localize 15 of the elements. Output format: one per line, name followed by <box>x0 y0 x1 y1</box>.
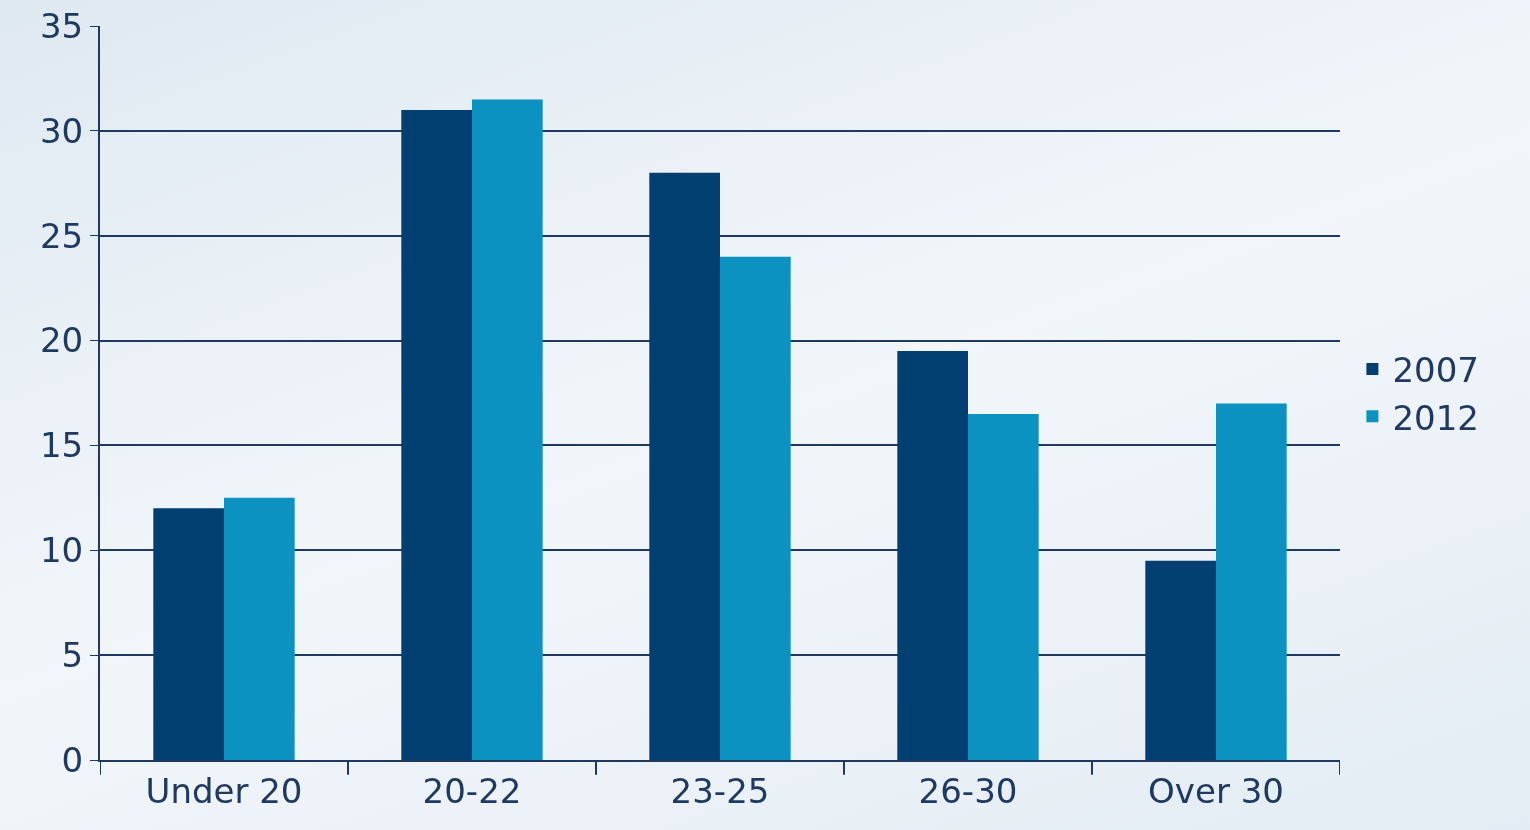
x-tick-label: Under 20 <box>145 770 303 811</box>
x-tick-label: 26-30 <box>918 770 1018 811</box>
x-tick-label: 23-25 <box>670 770 770 811</box>
y-tick-label: 5 <box>61 635 84 676</box>
legend-label: 2007 <box>1392 350 1479 391</box>
y-tick-label: 35 <box>39 5 84 46</box>
y-tick-label: 30 <box>39 110 84 151</box>
y-tick-label: 10 <box>39 530 84 571</box>
y-tick-label: 25 <box>39 215 84 256</box>
y-tick-label: 0 <box>61 739 84 780</box>
x-tick-label: 20-22 <box>422 770 522 811</box>
y-tick-label: 20 <box>39 320 84 361</box>
legend-label: 2012 <box>1392 397 1479 438</box>
x-tick-label: Over 30 <box>1148 770 1284 811</box>
y-tick-label: 15 <box>39 425 84 466</box>
